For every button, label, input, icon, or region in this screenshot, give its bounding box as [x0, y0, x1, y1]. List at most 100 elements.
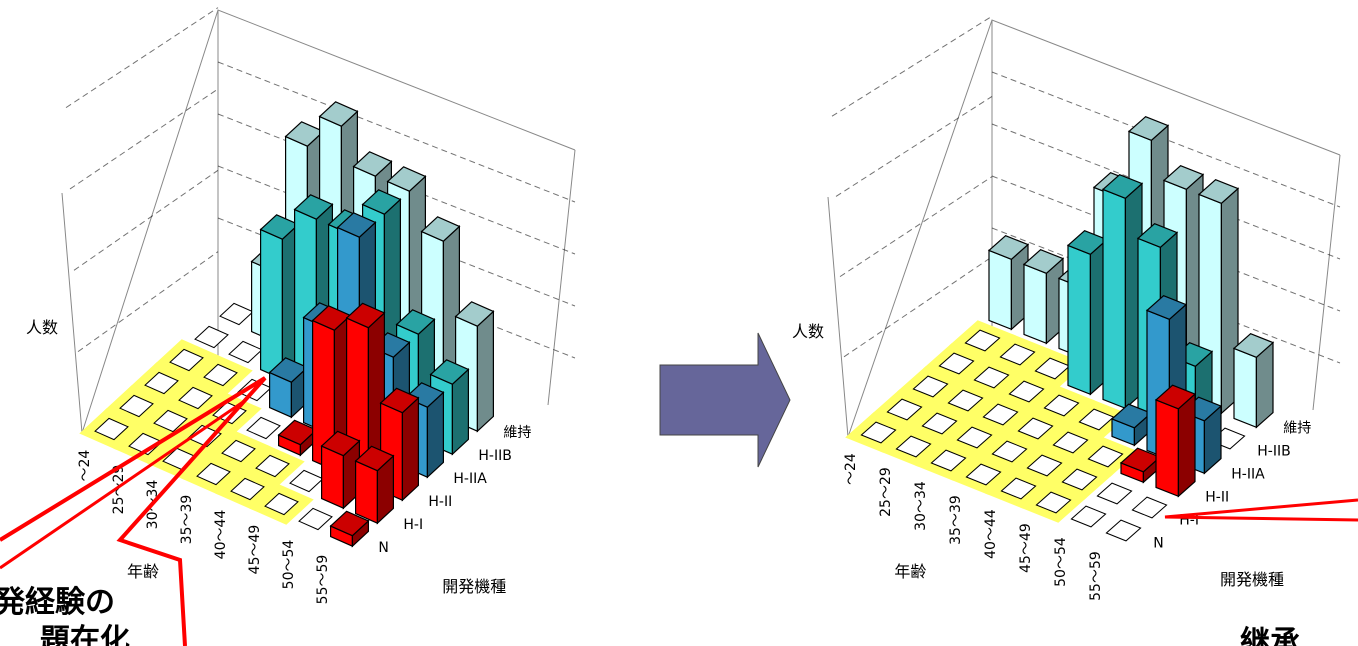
bar	[277, 419, 318, 457]
empty-cell-marker	[289, 469, 324, 493]
bar	[1101, 174, 1144, 410]
empty-cell-marker	[1008, 380, 1045, 403]
empty-cell-marker	[255, 454, 290, 478]
x-axis-label: 年齢	[894, 562, 926, 581]
y-tick-label: H-IIA	[1231, 466, 1265, 482]
empty-cell-marker	[144, 371, 179, 395]
transition-arrow	[659, 332, 791, 468]
bar	[404, 382, 445, 479]
arrow-right-icon	[659, 332, 791, 468]
x-tick-label: 40〜44	[213, 510, 229, 560]
x-tick-label: 35〜39	[948, 495, 964, 545]
floor-cells	[845, 320, 1246, 542]
empty-cell-marker	[246, 416, 281, 440]
x-tick-label: 50〜54	[281, 540, 297, 590]
callout: 継承	[1164, 498, 1358, 646]
bar	[1232, 333, 1275, 429]
empty-cell-marker	[264, 492, 299, 516]
callout-text: 継承	[1240, 625, 1300, 646]
bar	[1154, 384, 1197, 498]
y-tick-label: H-II	[1205, 489, 1229, 505]
bar	[259, 214, 300, 381]
empty-cell-marker	[1061, 468, 1098, 491]
empty-cell-marker	[94, 417, 129, 441]
empty-cell-marker	[886, 398, 923, 421]
chart-left: 〜24 25〜29 30〜34 35〜39 40〜44 45〜49 50〜54 55〜59NH…	[0, 7, 576, 646]
empty-cell-marker	[1017, 417, 1054, 440]
empty-cell-marker	[991, 440, 1028, 463]
empty-cell-marker	[203, 363, 238, 387]
y-tick-label: N	[378, 540, 388, 556]
bar	[987, 235, 1030, 331]
y-tick-label: H-IIB	[478, 448, 511, 464]
x-tick-label: 45〜49	[247, 525, 263, 575]
empty-cell-marker	[219, 302, 254, 326]
plot-walls	[827, 15, 1341, 438]
empty-cell-marker	[1052, 431, 1089, 454]
bars	[250, 101, 495, 548]
empty-cell-marker	[964, 329, 1001, 352]
empty-cell-marker	[194, 325, 229, 349]
y-axis-label: 開発機種	[442, 577, 506, 596]
bar	[268, 357, 309, 419]
empty-cell-marker	[999, 343, 1036, 366]
x-tick-label: 〜24	[77, 450, 93, 482]
empty-cell-marker	[153, 409, 188, 433]
empty-cell-marker	[938, 352, 975, 375]
empty-cell-marker	[1105, 519, 1142, 542]
x-tick-label: 25〜29	[878, 467, 894, 517]
empty-cell-marker	[965, 463, 1002, 486]
empty-cell-marker	[298, 507, 333, 531]
bar	[1022, 249, 1065, 345]
empty-cell-marker	[1035, 491, 1072, 514]
empty-cell-marker	[1026, 454, 1063, 477]
x-tick-label: 55〜59	[315, 555, 331, 605]
y-tick-label: 維持	[503, 425, 531, 441]
y-tick-label: H-I	[403, 517, 423, 533]
x-tick-labels: 〜24 25〜29 30〜34 35〜39 40〜44 45〜49 50〜54 55〜59	[843, 453, 1104, 601]
y-axis-label: 開発機種	[1220, 570, 1284, 589]
y-tick-label: H-IIA	[453, 471, 487, 487]
empty-cell-marker	[1043, 394, 1080, 417]
x-axis-label: 年齢	[127, 562, 159, 581]
empty-cell-marker	[119, 394, 154, 418]
callout-text: 発経験の	[0, 585, 115, 620]
bar	[320, 430, 361, 510]
empty-cell-marker	[230, 477, 265, 501]
bar	[354, 445, 395, 525]
z-axis-label: 人数	[26, 318, 58, 337]
x-tick-label: 30〜34	[913, 481, 929, 531]
empty-cell-marker	[895, 435, 932, 458]
z-axis-label: 人数	[792, 322, 824, 341]
x-tick-label: 40〜44	[983, 509, 999, 559]
y-tick-labels: N H-I H-IIH-IIA H-IIB 維持	[378, 425, 531, 556]
empty-cell-marker	[860, 421, 897, 444]
empty-cell-marker	[169, 348, 204, 372]
empty-cell-marker	[956, 426, 993, 449]
chart-right: 〜24 25〜29 30〜34 35〜39 40〜44 45〜49 50〜54 55〜59 N H…	[792, 15, 1358, 646]
empty-cell-marker	[973, 366, 1010, 389]
x-tick-label: 45〜49	[1018, 523, 1034, 573]
empty-cell-marker	[921, 412, 958, 435]
empty-cell-marker	[1000, 477, 1037, 500]
empty-cell-marker	[221, 439, 256, 463]
y-tick-label: N	[1153, 535, 1163, 551]
empty-cell-marker	[1070, 505, 1107, 528]
empty-cell-marker	[1087, 445, 1124, 468]
y-tick-label: H-II	[428, 494, 452, 510]
x-tick-label: 55〜59	[1088, 551, 1104, 601]
callout-text: 題在化	[40, 623, 130, 646]
y-tick-label: H-IIB	[1257, 443, 1290, 459]
empty-cell-marker	[178, 386, 213, 410]
x-tick-label: 〜24	[843, 453, 859, 485]
x-tick-label: 50〜54	[1053, 537, 1069, 587]
empty-cell-marker	[187, 424, 222, 448]
y-tick-label: 維持	[1283, 420, 1311, 436]
bars	[987, 116, 1275, 498]
empty-cell-marker	[196, 462, 231, 486]
empty-cell-marker	[947, 389, 984, 412]
empty-cell-marker	[912, 375, 949, 398]
